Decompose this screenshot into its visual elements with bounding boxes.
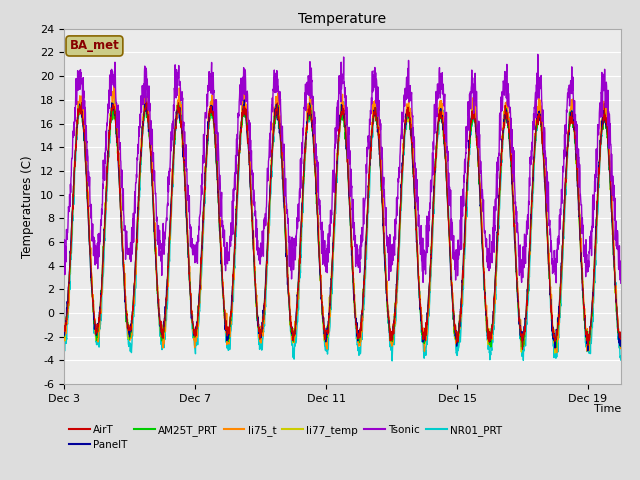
NR01_PRT (88, 294, 96, 300)
li77_temp (89, 298, 97, 303)
AM25T_PRT (60, 330, 68, 336)
Text: BA_met: BA_met (70, 39, 119, 52)
Tsonic (331, 142, 339, 147)
PanelT (142, 90, 150, 96)
li75_t (617, 343, 625, 348)
PanelT (602, 118, 609, 123)
PanelT (499, 131, 506, 136)
li77_temp (617, 336, 625, 341)
li77_temp (551, 350, 559, 356)
PanelT (584, 348, 592, 354)
li75_t (602, 105, 609, 111)
PanelT (601, 118, 609, 124)
AirT (601, 114, 609, 120)
AirT (602, 112, 609, 118)
NR01_PRT (111, 94, 118, 100)
NR01_PRT (601, 108, 609, 114)
AM25T_PRT (499, 136, 506, 142)
AM25T_PRT (316, 271, 324, 277)
AirT (617, 336, 625, 342)
NR01_PRT (316, 276, 324, 281)
Tsonic (499, 105, 506, 111)
Tsonic (534, 51, 541, 57)
li77_temp (499, 127, 506, 133)
li77_temp (316, 278, 324, 284)
li75_t (88, 293, 96, 299)
Line: AM25T_PRT: AM25T_PRT (64, 103, 621, 348)
Title: Temperature: Temperature (298, 12, 387, 26)
PanelT (331, 204, 339, 210)
Line: NR01_PRT: NR01_PRT (64, 97, 621, 361)
li77_temp (601, 108, 609, 114)
Line: PanelT: PanelT (64, 93, 621, 351)
li77_temp (602, 115, 609, 121)
Tsonic (316, 211, 324, 217)
AM25T_PRT (331, 200, 339, 206)
Tsonic (60, 260, 68, 266)
li77_temp (331, 205, 339, 211)
AM25T_PRT (88, 291, 96, 297)
Line: Tsonic: Tsonic (64, 54, 621, 283)
li77_temp (76, 96, 84, 101)
Tsonic (601, 83, 609, 89)
AM25T_PRT (585, 345, 593, 350)
NR01_PRT (60, 346, 68, 352)
AirT (331, 206, 339, 212)
Tsonic (88, 228, 96, 234)
Y-axis label: Temperatures (C): Temperatures (C) (22, 155, 35, 258)
PanelT (60, 328, 68, 334)
li75_t (331, 204, 339, 210)
Legend: AirT, PanelT, AM25T_PRT, li75_t, li77_temp, Tsonic, NR01_PRT: AirT, PanelT, AM25T_PRT, li75_t, li77_te… (69, 425, 502, 450)
AirT (518, 347, 526, 352)
li75_t (110, 82, 118, 87)
PanelT (617, 331, 625, 337)
Text: Time: Time (593, 404, 621, 414)
AirT (316, 266, 324, 272)
NR01_PRT (602, 113, 609, 119)
Line: li75_t: li75_t (64, 84, 621, 352)
Tsonic (617, 280, 625, 286)
PanelT (88, 295, 96, 300)
Line: AirT: AirT (64, 102, 621, 349)
Line: li77_temp: li77_temp (64, 98, 621, 353)
AirT (499, 137, 506, 143)
li75_t (553, 349, 561, 355)
AirT (60, 323, 68, 329)
AM25T_PRT (602, 120, 609, 126)
li77_temp (60, 329, 68, 335)
NR01_PRT (388, 358, 396, 364)
AirT (142, 99, 150, 105)
li75_t (601, 107, 609, 112)
AM25T_PRT (175, 100, 182, 106)
AM25T_PRT (601, 112, 609, 118)
li75_t (60, 337, 68, 343)
li75_t (316, 271, 324, 276)
PanelT (316, 272, 324, 278)
NR01_PRT (617, 357, 625, 363)
AirT (88, 290, 96, 296)
Tsonic (601, 66, 609, 72)
AM25T_PRT (617, 344, 625, 349)
NR01_PRT (499, 138, 507, 144)
NR01_PRT (331, 221, 339, 227)
li75_t (499, 135, 506, 141)
